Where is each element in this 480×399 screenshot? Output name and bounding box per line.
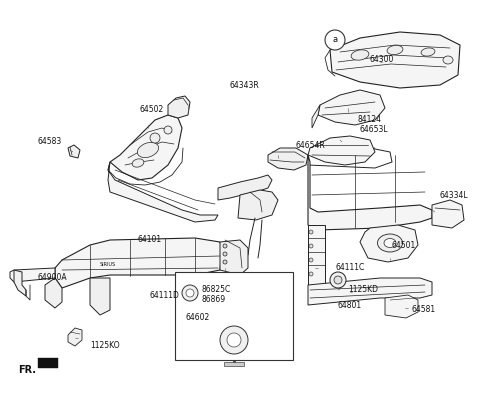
Polygon shape xyxy=(330,32,460,88)
Polygon shape xyxy=(312,105,320,128)
Ellipse shape xyxy=(351,50,369,60)
Text: 86869: 86869 xyxy=(202,296,226,304)
Ellipse shape xyxy=(421,48,435,56)
Polygon shape xyxy=(168,96,190,118)
Circle shape xyxy=(223,244,227,248)
Text: 64501: 64501 xyxy=(392,241,416,249)
Circle shape xyxy=(325,30,345,50)
Circle shape xyxy=(223,252,227,256)
Text: 64101: 64101 xyxy=(138,235,162,245)
Circle shape xyxy=(330,272,346,288)
Polygon shape xyxy=(38,358,58,368)
Text: 84124: 84124 xyxy=(358,115,382,124)
Circle shape xyxy=(164,126,172,134)
Polygon shape xyxy=(385,295,418,318)
Text: 64502: 64502 xyxy=(140,105,164,115)
Circle shape xyxy=(182,285,198,301)
Text: 64653L: 64653L xyxy=(360,126,389,134)
Circle shape xyxy=(309,272,313,276)
Text: 64581: 64581 xyxy=(412,306,436,314)
Circle shape xyxy=(309,230,313,234)
Text: 64334L: 64334L xyxy=(440,190,468,200)
Ellipse shape xyxy=(384,239,396,247)
Polygon shape xyxy=(308,225,325,285)
Polygon shape xyxy=(45,278,62,308)
Circle shape xyxy=(220,326,248,354)
Polygon shape xyxy=(55,238,222,288)
Polygon shape xyxy=(268,148,308,170)
Ellipse shape xyxy=(443,56,453,64)
Polygon shape xyxy=(318,90,385,125)
Polygon shape xyxy=(238,190,278,220)
Polygon shape xyxy=(224,362,244,366)
Ellipse shape xyxy=(137,142,158,158)
Ellipse shape xyxy=(387,45,403,55)
Ellipse shape xyxy=(377,234,403,252)
Polygon shape xyxy=(14,270,26,296)
Polygon shape xyxy=(222,242,238,268)
Polygon shape xyxy=(308,155,432,230)
Text: 64602: 64602 xyxy=(185,314,209,322)
Circle shape xyxy=(227,333,241,347)
Polygon shape xyxy=(110,115,182,180)
FancyBboxPatch shape xyxy=(175,272,293,360)
Text: 1125KD: 1125KD xyxy=(348,286,378,294)
Text: 1125KO: 1125KO xyxy=(90,340,120,350)
Polygon shape xyxy=(432,200,464,228)
Text: 64583: 64583 xyxy=(38,138,62,146)
Circle shape xyxy=(223,260,227,264)
Polygon shape xyxy=(218,175,272,200)
Polygon shape xyxy=(90,278,110,315)
Text: a: a xyxy=(333,36,337,45)
Text: FR.: FR. xyxy=(18,365,36,375)
Text: 64300: 64300 xyxy=(370,55,395,65)
Text: 64343R: 64343R xyxy=(230,81,260,89)
Polygon shape xyxy=(360,225,418,262)
Polygon shape xyxy=(308,136,375,165)
Circle shape xyxy=(186,289,194,297)
Circle shape xyxy=(150,133,160,143)
Text: 64801: 64801 xyxy=(338,300,362,310)
Circle shape xyxy=(309,244,313,248)
Circle shape xyxy=(334,276,342,284)
Circle shape xyxy=(309,258,313,262)
Text: 64111C: 64111C xyxy=(335,263,364,273)
Polygon shape xyxy=(10,268,55,282)
Text: 64111D: 64111D xyxy=(150,290,180,300)
Polygon shape xyxy=(308,278,432,305)
Ellipse shape xyxy=(132,159,144,167)
Polygon shape xyxy=(68,145,80,158)
Text: SIRIUS: SIRIUS xyxy=(100,263,116,267)
Polygon shape xyxy=(220,240,248,275)
Text: 86825C: 86825C xyxy=(202,286,231,294)
Polygon shape xyxy=(108,162,218,222)
Text: 64900A: 64900A xyxy=(38,273,68,282)
Polygon shape xyxy=(68,328,82,346)
Text: 64654R: 64654R xyxy=(295,140,325,150)
